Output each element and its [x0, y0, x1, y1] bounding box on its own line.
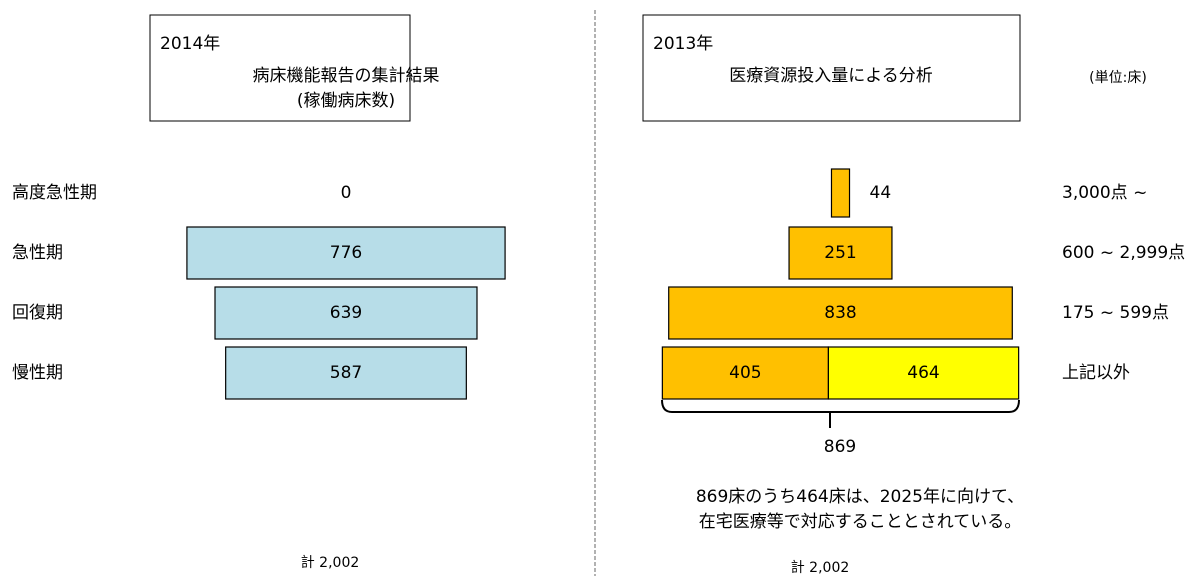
- title-box: [642, 14, 1021, 122]
- bar: [214, 286, 478, 340]
- bar: [225, 346, 467, 400]
- annotation: 869床のうち464床は、2025年に向けて、: [696, 487, 1024, 507]
- category-label: 3,000点 ~: [1062, 183, 1147, 203]
- chart-title: 2014年: [160, 34, 220, 54]
- value-label: 838: [824, 303, 856, 323]
- category-label: 600 ~ 2,999点: [1062, 243, 1185, 263]
- value-label: 587: [330, 363, 362, 383]
- unit-label: (単位:床): [1089, 70, 1147, 86]
- bar: [827, 346, 1020, 400]
- value-label: 776: [330, 243, 362, 263]
- value-label: 0: [341, 183, 352, 203]
- total-label: 計 2,002: [301, 555, 360, 571]
- chart-subtitle: 病床機能報告の集計結果: [253, 66, 440, 86]
- value-label: 405: [729, 363, 761, 383]
- category-label: 175 ~ 599点: [1062, 303, 1169, 323]
- bar: [788, 226, 893, 280]
- title-box: [149, 14, 411, 122]
- category-label: 回復期: [12, 303, 63, 323]
- value-label: 639: [330, 303, 362, 323]
- category-label: 慢性期: [12, 362, 63, 383]
- category-label: 上記以外: [1062, 363, 1130, 383]
- bar: [661, 346, 830, 400]
- value-label: 464: [907, 363, 939, 383]
- chart-subtitle: 医療資源投入量による分析: [729, 66, 933, 86]
- value-label: 251: [824, 243, 856, 263]
- brace-total: 869: [824, 437, 856, 457]
- chart-subtitle: (稼働病床数): [297, 91, 395, 111]
- category-label: 急性期: [12, 243, 63, 263]
- category-label: 高度急性期: [12, 183, 97, 203]
- value-label: 44: [870, 183, 892, 203]
- annotation: 在宅医療等で対応することとされている。: [699, 512, 1022, 532]
- bar: [186, 226, 506, 280]
- bar: [830, 168, 851, 218]
- total-label: 計 2,002: [791, 560, 850, 576]
- bar: [668, 286, 1013, 340]
- brace: [661, 399, 1020, 428]
- chart-title: 2013年: [653, 34, 713, 54]
